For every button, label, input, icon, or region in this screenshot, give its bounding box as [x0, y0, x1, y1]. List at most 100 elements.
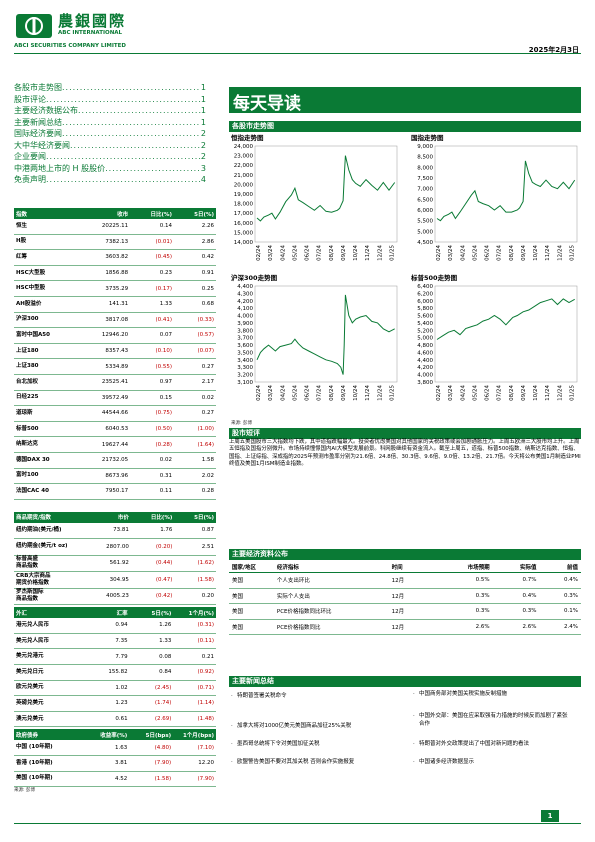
logo-english-name: ABC INTERNATIONAL	[58, 30, 123, 36]
eco-data-header: 主要经济资料公布	[229, 549, 581, 560]
toc-item[interactable]: 各股市走势图..................................…	[14, 82, 206, 94]
row-label: 沪深300	[16, 316, 39, 323]
row-label: 日经225	[16, 394, 39, 401]
news-item[interactable]: 加拿大将对1000亿美元美国商品加征25%关税	[231, 722, 377, 730]
row-label: 纽约期油(美元/桶)	[16, 526, 62, 533]
row-label: 上证180	[16, 347, 39, 354]
news-item[interactable]: 特朗普对外交政策提出了中国对新问题的看法	[413, 740, 569, 748]
toc-item-page: 4	[200, 175, 206, 184]
toc-item[interactable]: 中港两地上市的 H 股股价...........................…	[14, 163, 206, 175]
x-tick-label: 07/24	[497, 245, 503, 261]
cell-value: 12月	[391, 609, 405, 616]
cell-value: 7950.17	[105, 488, 129, 495]
toc-item[interactable]: 股市评论....................................…	[14, 94, 206, 106]
x-tick-label: 11/24	[365, 385, 371, 401]
table-row: 香港 (10年期) 3.81 (7.90) 12.20	[14, 755, 216, 772]
y-tick-label: 4,200	[237, 299, 253, 305]
cell-value: 304.95	[109, 576, 129, 583]
toc-item-page: 1	[200, 117, 206, 127]
table-of-contents: 各股市走势图..................................…	[14, 82, 206, 186]
cell-value: 5334.89	[105, 363, 129, 370]
y-tick-label: 4,300	[237, 291, 253, 297]
cell-value: 2.6%	[522, 623, 537, 630]
cell-value: 8357.43	[105, 348, 129, 355]
y-tick-label: 3,800	[417, 380, 433, 386]
column-header: 汇率	[82, 607, 130, 619]
x-tick-label: 02/24	[256, 245, 262, 261]
cell-value: 个人支出环比	[276, 578, 310, 585]
table-row: HSC中型股 3735.29 (0.17) 0.25	[14, 281, 216, 297]
x-tick-label: 10/24	[353, 245, 359, 261]
chart-panel: 恒指走势图 24,000 23,000 22,000 21,000 20,000 19,00…	[231, 133, 398, 261]
fx-table: 外汇 汇率 5日(%) 1个月(%) 港元兑人民币 0.94 1.26 (0.31) 美元兑人民…	[14, 607, 216, 727]
news-item[interactable]: 中国商务部对美国关税实施反制措施	[413, 690, 569, 698]
cell-value: (1.62)	[197, 560, 214, 567]
table-row: 标普高盛 商品指数 561.92 (0.44) (1.62)	[14, 555, 216, 572]
table-source: 来源: 彭博	[14, 788, 35, 794]
y-tick-label: 16,000	[234, 221, 254, 227]
toc-item[interactable]: 大中华经济要闻.................................…	[14, 140, 206, 152]
cell-value: 0.3%	[475, 608, 490, 615]
toc-item-title: 中港两地上市的 H 股股价	[14, 163, 106, 173]
cell-value: 0.14	[159, 223, 173, 230]
cell-value: (0.31)	[197, 622, 214, 629]
y-tick-label: 17,000	[234, 211, 254, 217]
table-row: 纽约期油(美元/桶) 73.81 1.76 0.87	[14, 523, 216, 539]
column-header: 外汇	[14, 607, 83, 619]
y-tick-label: 3,800	[237, 328, 253, 334]
cell-value: 0.02	[201, 394, 214, 401]
cell-value: 0.07	[159, 332, 173, 339]
y-tick-label: 3,100	[237, 380, 253, 386]
x-tick-label: 05/24	[472, 385, 478, 401]
row-label: 上证380	[16, 363, 39, 370]
news-item[interactable]: 欧盟警告美国不要对其加关税 否则会作实施报复	[231, 758, 377, 766]
cell-value: 美国	[232, 578, 244, 585]
y-tick-label: 5,000	[417, 229, 433, 235]
toc-item-title: 大中华经济要闻	[14, 140, 70, 150]
row-label: HSC大型股	[16, 269, 46, 276]
news-item[interactable]: 特朗普签署关税命令	[231, 692, 377, 700]
x-tick-label: 06/24	[305, 385, 311, 401]
table-row: 标普500 6040.53 (0.50) (1.00)	[14, 421, 216, 437]
row-label: 纽约期金(美元/t oz)	[16, 543, 68, 550]
cell-value: 0.21	[201, 653, 214, 660]
x-tick-label: 08/24	[509, 385, 515, 401]
cell-value: 0.08	[159, 653, 172, 660]
x-tick-label: 04/24	[460, 385, 466, 401]
cell-value: 2807.00	[106, 543, 129, 550]
cell-value: (0.10)	[155, 348, 173, 355]
y-tick-label: 8,000	[417, 165, 433, 171]
cell-value: (7.10)	[197, 744, 214, 751]
y-tick-label: 14,000	[234, 240, 254, 246]
chart-panel: 沪深300走势图4,4004,3004,2004,1004,0003,9003,…	[231, 273, 398, 401]
eco-data-table: 国家/地区 经济指标 时间 市场预期 实际值 前值 美国 个人支出环比 12月 0.5% 0.7% 0…	[229, 561, 581, 635]
cell-value: 0.27	[201, 410, 214, 417]
news-item[interactable]: 墨西哥总统将下令对美国加征关税	[231, 740, 377, 748]
table-row: 美元兑日元 155.82 0.84 (0.92)	[14, 664, 216, 681]
table-row: 美元兑港元 7.79 0.08 0.21	[14, 649, 216, 665]
charts-svg: 恒指走势图 24,000 23,000 22,000 21,000 20,000 19,00…	[231, 133, 578, 401]
y-tick-label: 6,000	[417, 299, 433, 305]
row-label: 美元兑人民币	[16, 637, 50, 644]
x-tick-label: 11/24	[545, 245, 551, 261]
cell-value: (0.07)	[197, 348, 214, 355]
toc-item-title: 免责声明	[14, 175, 46, 184]
toc-item[interactable]: 企业要闻....................................…	[14, 151, 206, 163]
column-header: 收市	[82, 208, 131, 219]
column-header: 市价	[83, 511, 131, 523]
news-item[interactable]: 中国诸多经济数据显示	[413, 758, 569, 766]
x-tick-label: 03/24	[448, 385, 454, 401]
chart-title: 国指走势图	[411, 133, 444, 142]
x-tick-label: 01/25	[389, 385, 395, 401]
toc-item[interactable]: 主要新闻总结..................................…	[14, 117, 206, 129]
report-date: 2025年2月3日	[528, 46, 579, 54]
y-tick-label: 3,300	[237, 365, 253, 371]
y-tick-label: 3,700	[237, 336, 253, 342]
cell-value: 12.20	[198, 760, 214, 767]
x-tick-label: 01/25	[569, 245, 575, 261]
toc-item[interactable]: 免责声明....................................…	[14, 174, 206, 186]
toc-item[interactable]: 国际经济要闻..................................…	[14, 128, 206, 140]
cell-value: (1.14)	[197, 700, 214, 707]
news-item[interactable]: 中国外交部：美国在应采取强有力措施的时候反而加剧了紧张合作	[413, 712, 569, 728]
toc-item[interactable]: 主要经济数据公布................................…	[14, 105, 206, 117]
